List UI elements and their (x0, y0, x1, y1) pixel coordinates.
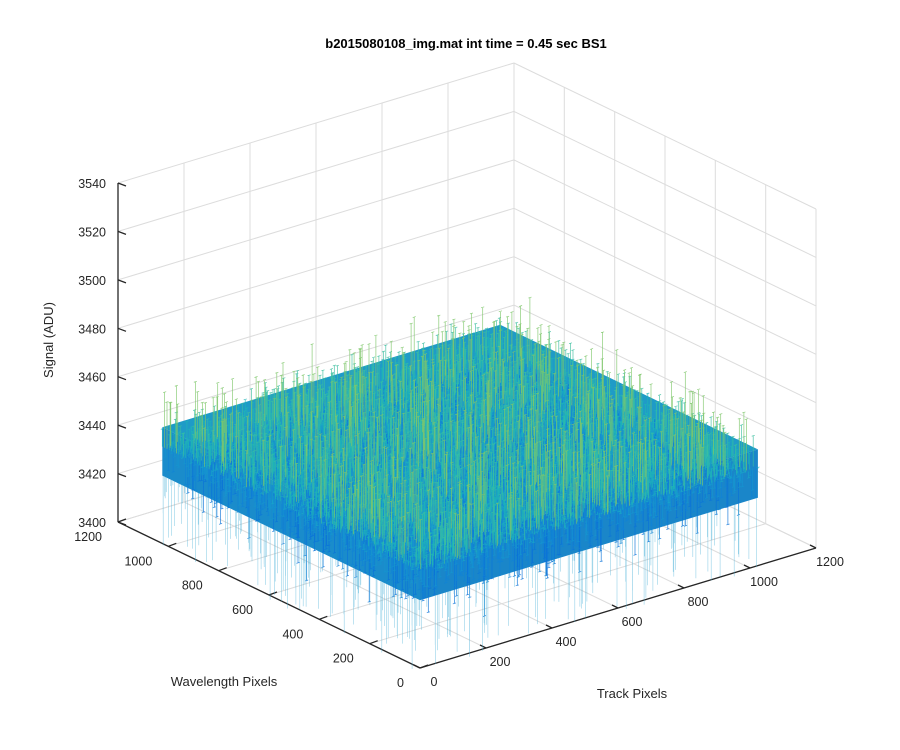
surface-spikes (162, 476, 757, 669)
y-tick-label: 0 (397, 676, 404, 690)
chart-title: b2015080108_img.mat int time = 0.45 sec … (325, 36, 606, 51)
z-tick (117, 472, 127, 478)
y-tick (117, 518, 127, 523)
grid-line (117, 304, 515, 426)
z-tick-label: 3500 (78, 274, 106, 288)
z-tick (117, 376, 127, 381)
y-tick (419, 664, 429, 669)
tick-labels: 0 200 400 600 800 1000 1200 0 200 400 600 800 1000 12… (74, 177, 844, 690)
y-tick-label: 1000 (124, 554, 152, 568)
z-tick (117, 424, 127, 429)
z-tick-label: 3420 (78, 468, 106, 482)
x-tick (479, 644, 487, 649)
x-tick (611, 604, 619, 609)
x-tick-label: 800 (688, 595, 709, 609)
z-tick (117, 182, 127, 187)
x-tick-label: 1000 (750, 575, 778, 589)
grid-line (513, 256, 817, 404)
x-tick (809, 544, 817, 549)
z-tick (117, 327, 127, 332)
surface-noise (163, 296, 748, 570)
x-tick (545, 624, 553, 629)
y-tick-label: 1200 (74, 530, 102, 544)
z-tick (117, 230, 127, 236)
z-tick-label: 3520 (78, 225, 106, 239)
z-axis-label: Signal (ADU) (41, 302, 56, 378)
x-axis-label: Track Pixels (597, 686, 668, 701)
z-tick-label: 3480 (78, 322, 106, 336)
z-tick-label: 3460 (78, 371, 106, 385)
grid-line (117, 256, 515, 378)
y-tick (218, 567, 227, 572)
y-tick-label: 600 (232, 603, 253, 617)
grid-line (513, 304, 817, 452)
z-tick-label: 3400 (78, 516, 106, 530)
grid-line (513, 159, 817, 307)
grid-line (117, 159, 515, 281)
y-tick (369, 640, 378, 645)
y-tick-label: 800 (182, 579, 203, 593)
x-tick (413, 664, 421, 669)
grid-line (117, 207, 515, 329)
surface-plot (160, 296, 760, 669)
z-tick (117, 279, 127, 284)
x-tick-label: 0 (431, 675, 438, 689)
axes (117, 182, 817, 669)
z-tick (117, 521, 127, 526)
grid-line (117, 62, 515, 184)
grid-line (513, 207, 817, 355)
grid-line (117, 110, 515, 232)
z-tick-label: 3540 (78, 177, 106, 191)
grid-line (513, 62, 817, 210)
grid-line (369, 523, 766, 645)
y-axis-label: Wavelength Pixels (171, 674, 278, 689)
y-tick (319, 615, 328, 620)
x-tick-label: 200 (490, 655, 511, 669)
x-tick-label: 600 (622, 615, 643, 629)
x-tick (677, 584, 685, 589)
y-tick-label: 200 (333, 652, 354, 666)
x-tick (743, 564, 751, 569)
grid-line (513, 110, 817, 258)
y-tick-label: 400 (282, 627, 303, 641)
z-tick-label: 3440 (78, 419, 106, 433)
x-tick-label: 400 (556, 635, 577, 649)
y-tick (168, 542, 177, 547)
x-tick-label: 1200 (816, 555, 844, 569)
